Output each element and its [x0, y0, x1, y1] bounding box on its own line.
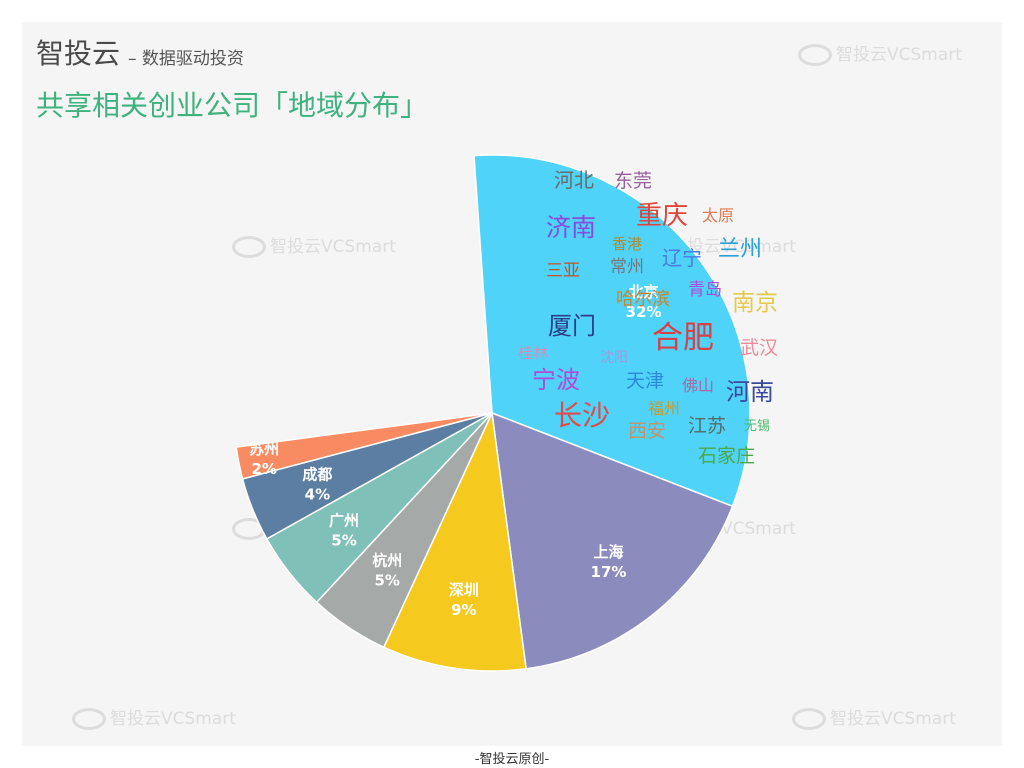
word-cloud-label: 厦门 — [548, 312, 596, 340]
word-cloud-label: 重庆 — [636, 201, 688, 231]
word-cloud-label: 青岛 — [688, 280, 722, 300]
word-cloud-label: 石家庄 — [698, 445, 755, 467]
word-cloud-label: 长沙 — [554, 399, 610, 432]
slice-name-label: 成都 — [302, 466, 332, 484]
brand-name: 智投云 — [36, 37, 121, 70]
word-cloud-label: 南京 — [732, 290, 778, 316]
word-cloud-label: 佛山 — [682, 376, 714, 395]
vcsmart-logo-icon — [792, 708, 826, 730]
vcsmart-logo-icon — [798, 44, 832, 66]
slice-percent-label: 17% — [591, 563, 627, 581]
word-cloud-label: 河北 — [554, 168, 594, 192]
word-cloud-label: 兰州 — [718, 237, 762, 262]
word-cloud-label: 东莞 — [614, 170, 652, 192]
watermark: 智投云VCSmart — [792, 704, 956, 730]
word-cloud-label: 哈尔滨 — [616, 289, 670, 310]
watermark: 智投云VCSmart — [798, 40, 962, 66]
slice-percent-label: 5% — [374, 572, 399, 590]
word-cloud-label: 宁波 — [532, 366, 580, 394]
slice-percent-label: 9% — [451, 601, 476, 619]
word-cloud-label: 河南 — [726, 378, 774, 406]
word-cloud-label: 桂林 — [518, 344, 548, 362]
pie-slice — [382, 410, 527, 672]
pie-slice — [235, 412, 493, 480]
word-cloud-label: 江苏 — [688, 415, 726, 437]
slice-name-label: 苏州 — [249, 440, 279, 458]
slice-percent-label: 5% — [331, 532, 356, 550]
slice-percent-label: 2% — [251, 460, 276, 478]
word-cloud-label: 武汉 — [740, 337, 778, 359]
slice-name-label: 广州 — [329, 512, 359, 530]
word-cloud-label: 常州 — [610, 257, 644, 277]
slice-name-label: 上海 — [593, 543, 623, 561]
word-cloud-label: 福州 — [648, 399, 680, 418]
vcsmart-logo-icon — [232, 236, 266, 258]
slice-name-label: 杭州 — [372, 552, 402, 570]
slice-name-label: 北京 — [629, 283, 659, 301]
chart-title: 共享相关创业公司「地域分布」 — [36, 89, 429, 122]
footer-credit: -智投云原创- — [474, 752, 550, 767]
slice-name-label: 深圳 — [449, 581, 479, 599]
word-cloud-label: 天津 — [626, 370, 664, 392]
word-cloud-label: 合肥 — [652, 320, 714, 356]
word-cloud-label: 济南 — [546, 213, 596, 242]
watermark: 智投云VCSmart — [72, 704, 236, 730]
word-cloud-label: 三亚 — [546, 261, 580, 281]
pie-slice — [473, 154, 751, 508]
slice-percent-label: 4% — [305, 486, 330, 504]
word-cloud-label: 香港 — [612, 235, 642, 253]
brand-slogan: – 数据驱动投资 — [128, 49, 244, 69]
watermark: 智投云VCSmart — [232, 232, 396, 258]
word-cloud-label: 无锡 — [744, 419, 770, 434]
word-cloud-label: 辽宁 — [662, 246, 702, 270]
pie-slice — [491, 411, 734, 670]
vcsmart-logo-icon — [72, 708, 106, 730]
slice-percent-label: 32% — [626, 303, 662, 321]
word-cloud-label: 沈阳 — [600, 350, 628, 366]
word-cloud-label: 太原 — [702, 206, 734, 225]
word-cloud-label: 西安 — [628, 420, 666, 442]
